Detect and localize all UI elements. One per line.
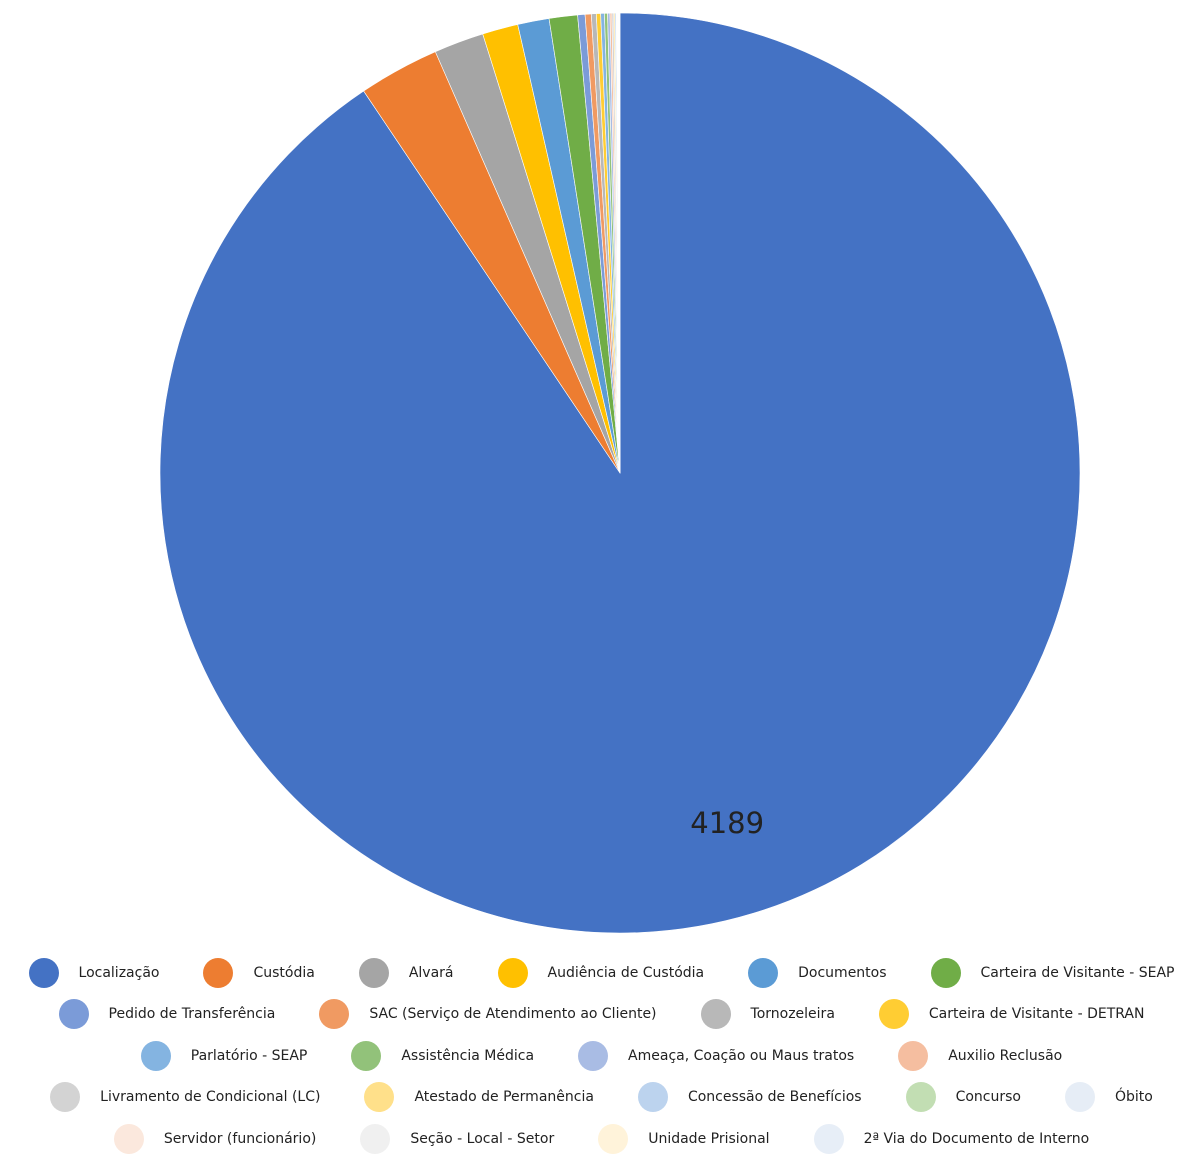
data-label: 4189 [690, 806, 764, 840]
legend-label: Concessão de Benefícios [687, 1089, 862, 1106]
legend-label: Concurso [955, 1089, 1021, 1106]
legend-swatch [700, 999, 731, 1030]
legend-row: Localização Custódia Alvará Audiência de Cu… [0, 952, 1203, 994]
legend-item: Óbito [1064, 1082, 1153, 1113]
legend-swatch [58, 999, 89, 1030]
legend-item: Custódia [203, 957, 315, 988]
legend-swatch [930, 957, 961, 988]
chart: 4189 [159, 12, 1081, 934]
legend-swatch [50, 1082, 81, 1113]
legend-item: Localização [28, 957, 160, 988]
legend-label: Ameaça, Coação ou Maus tratos [628, 1047, 855, 1064]
legend-swatch [28, 957, 59, 988]
legend-item: Documentos [748, 957, 887, 988]
legend-item: Assistência Médica [351, 1040, 535, 1071]
legend-item: Concurso [905, 1082, 1021, 1113]
legend-swatch [203, 957, 234, 988]
legend-swatch [878, 999, 909, 1030]
legend-label: Custódia [253, 964, 315, 981]
legend-label: Audiência de Custódia [547, 964, 705, 981]
legend-item: 2ª Via do Documento de Interno [813, 1123, 1090, 1154]
legend-item: Concessão de Benefícios [637, 1082, 862, 1113]
legend-item: Auxilio Reclusão [898, 1040, 1063, 1071]
legend-item: Servidor (funcionário) [113, 1123, 317, 1154]
legend-label: Tornozeleira [750, 1006, 835, 1023]
pie-slice [619, 12, 621, 474]
legend-label: Carteira de Visitante - SEAP [980, 964, 1175, 981]
legend-label: Livramento de Condicional (LC) [100, 1089, 321, 1106]
legend-label: Alvará [408, 964, 454, 981]
legend-swatch [351, 1040, 382, 1071]
legend-swatch [637, 1082, 668, 1113]
legend-item: Carteira de Visitante - SEAP [930, 957, 1175, 988]
legend-swatch [898, 1040, 929, 1071]
legend-swatch [497, 957, 528, 988]
legend-item: Atestado de Permanência [364, 1082, 594, 1113]
legend-label: Assistência Médica [401, 1047, 535, 1064]
legend-label: SAC (Serviço de Atendimento ao Cliente) [369, 1006, 657, 1023]
legend-swatch [598, 1123, 629, 1154]
legend-item: Livramento de Condicional (LC) [50, 1082, 321, 1113]
legend-swatch [358, 957, 389, 988]
legend-label: Parlatório - SEAP [190, 1047, 308, 1064]
legend-label: Carteira de Visitante - DETRAN [928, 1006, 1145, 1023]
legend-swatch [113, 1123, 144, 1154]
legend-item: Unidade Prisional [598, 1123, 770, 1154]
legend-row: Parlatório - SEAP Assistência Médica Ameaç… [0, 1035, 1203, 1077]
legend-item: Seção - Local - Setor [360, 1123, 555, 1154]
legend-label: Localização [78, 964, 160, 981]
legend-label: Seção - Local - Setor [410, 1130, 555, 1147]
legend-label: Pedido de Transferência [108, 1006, 276, 1023]
legend-label: Servidor (funcionário) [163, 1130, 317, 1147]
legend-swatch [364, 1082, 395, 1113]
legend-swatch [1064, 1082, 1095, 1113]
legend-label: 2ª Via do Documento de Interno [863, 1130, 1090, 1147]
legend-swatch [360, 1123, 391, 1154]
legend-item: SAC (Serviço de Atendimento ao Cliente) [319, 999, 657, 1030]
legend-label: Óbito [1114, 1089, 1153, 1106]
legend-item: Audiência de Custódia [497, 957, 705, 988]
legend-label: Auxilio Reclusão [948, 1047, 1063, 1064]
legend-label: Atestado de Permanência [414, 1089, 594, 1106]
legend-label: Documentos [798, 964, 887, 981]
legend-row: Pedido de Transferência SAC (Serviço de A… [0, 994, 1203, 1036]
legend-item: Parlatório - SEAP [140, 1040, 308, 1071]
legend-swatch [813, 1123, 844, 1154]
legend-item: Tornozeleira [700, 999, 835, 1030]
legend-item: Ameaça, Coação ou Maus tratos [578, 1040, 855, 1071]
legend-swatch [578, 1040, 609, 1071]
legend: Localização Custódia Alvará Audiência de Cu… [0, 952, 1203, 1160]
legend-swatch [748, 957, 779, 988]
legend-swatch [319, 999, 350, 1030]
legend-item: Carteira de Visitante - DETRAN [878, 999, 1145, 1030]
legend-item: Pedido de Transferência [58, 999, 276, 1030]
legend-item: Alvará [358, 957, 454, 988]
legend-row: Livramento de Condicional (LC) Atestado d… [0, 1077, 1203, 1119]
legend-swatch [905, 1082, 936, 1113]
legend-swatch [140, 1040, 171, 1071]
legend-row: Servidor (funcionário) Seção - Local - Se… [0, 1118, 1203, 1160]
legend-label: Unidade Prisional [648, 1130, 770, 1147]
